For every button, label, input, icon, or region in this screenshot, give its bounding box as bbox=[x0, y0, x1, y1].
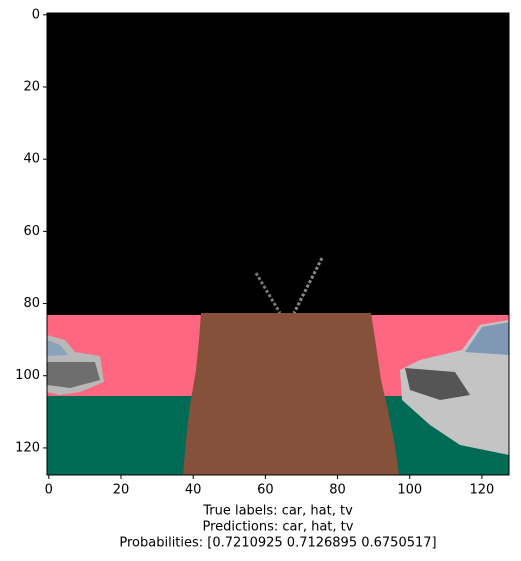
image bbox=[47, 13, 509, 475]
x-tick-label: 100 bbox=[397, 483, 422, 498]
x-label: True labels: car, hat, tv bbox=[202, 504, 353, 519]
x-label: Predictions: car, hat, tv bbox=[203, 520, 354, 535]
y-tick-label: 80 bbox=[23, 296, 40, 311]
x-tick-label: 20 bbox=[113, 483, 130, 498]
axes-frame bbox=[46, 12, 510, 476]
x-tick-label: 80 bbox=[329, 483, 346, 498]
y-tick-label: 120 bbox=[15, 440, 40, 455]
y-tick-label: 40 bbox=[23, 152, 40, 167]
x-tick-label: 60 bbox=[257, 483, 274, 498]
y-tick-label: 60 bbox=[23, 224, 40, 239]
x-label: Probabilities: [0.7210925 0.7126895 0.67… bbox=[119, 536, 436, 551]
x-tick-label: 120 bbox=[470, 483, 495, 498]
x-tick-label: 40 bbox=[185, 483, 202, 498]
y-tick-label: 100 bbox=[15, 368, 40, 383]
y-tick-label: 20 bbox=[23, 79, 40, 94]
x-tick-label: 0 bbox=[45, 483, 53, 498]
y-tick-label: 0 bbox=[32, 7, 40, 22]
